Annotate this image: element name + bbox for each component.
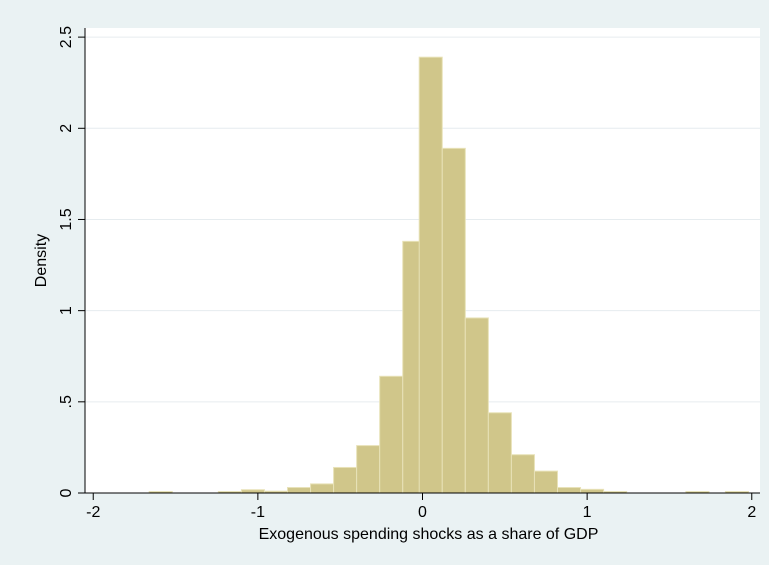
- x-tick-label: -1: [251, 504, 265, 521]
- y-tick-label: .5: [58, 395, 75, 408]
- histogram-bar: [533, 470, 559, 494]
- histogram-bar: [464, 317, 489, 494]
- x-axis-title: Exogenous spending shocks as a share of …: [259, 526, 599, 543]
- histogram-bar: [510, 454, 535, 494]
- y-tick-label: 1: [58, 306, 75, 315]
- histogram-bar: [580, 488, 605, 494]
- histogram-bar: [287, 487, 312, 494]
- histogram-bar: [557, 487, 582, 494]
- x-tick-label: 1: [583, 504, 592, 521]
- x-tick-label: -2: [86, 504, 100, 521]
- y-axis-title: Density: [33, 234, 50, 287]
- histogram-bar: [379, 375, 404, 494]
- y-tick-label: 2.5: [58, 26, 75, 48]
- histogram-bar: [418, 56, 443, 494]
- x-tick-label: 2: [747, 504, 756, 521]
- y-tick-label: 1.5: [58, 208, 75, 230]
- histogram-bar: [487, 412, 512, 494]
- histogram-bar: [441, 147, 466, 494]
- histogram-bar: [356, 445, 381, 494]
- histogram-bar: [333, 466, 358, 494]
- histogram-bar: [310, 483, 335, 494]
- x-tick-label: 0: [418, 504, 427, 521]
- x-axis-ticks: -2 -1 0 1 2: [86, 493, 756, 521]
- y-tick-label: 0: [58, 488, 75, 497]
- y-axis-ticks: 0 .5 1 1.5 2 2.5: [58, 26, 85, 497]
- y-tick-label: 2: [58, 124, 75, 133]
